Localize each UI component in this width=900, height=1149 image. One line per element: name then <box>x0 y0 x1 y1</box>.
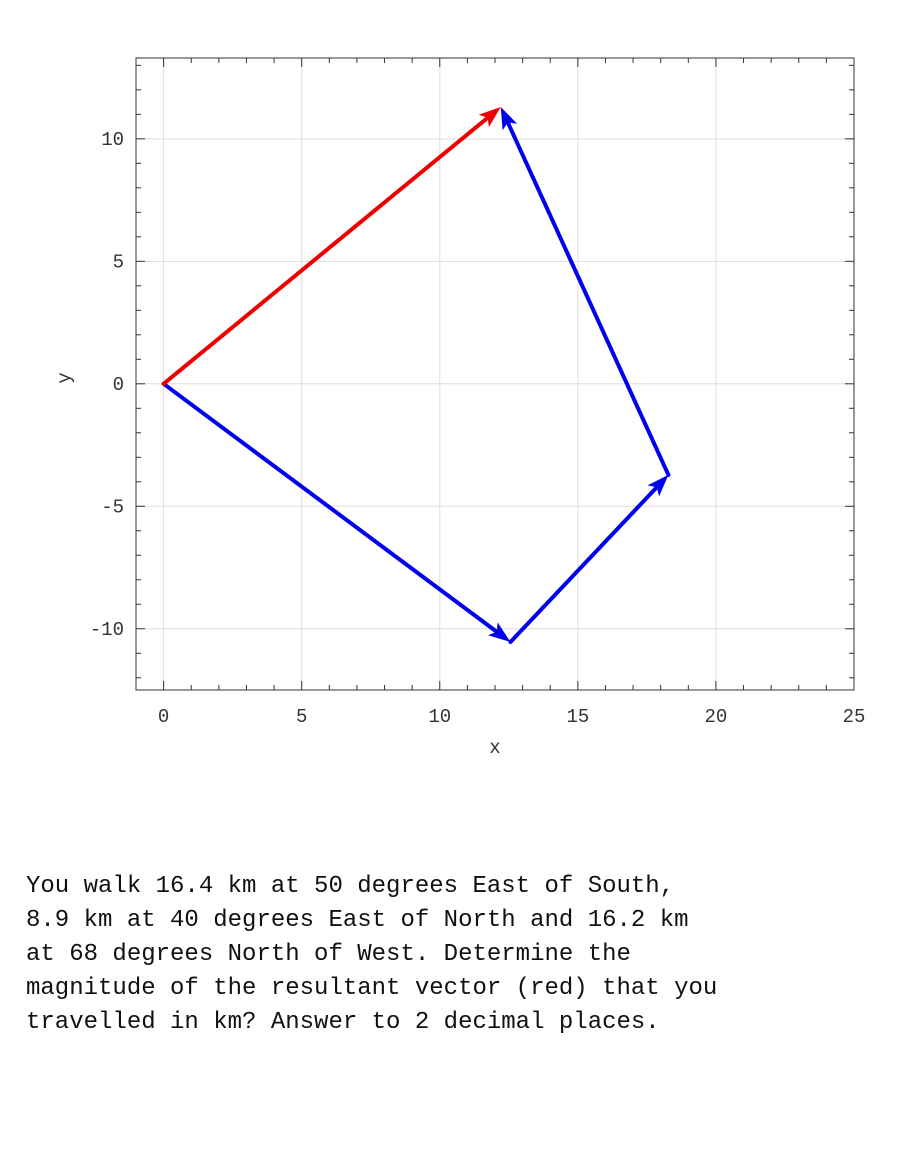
resultant-arrow-shaft <box>161 116 489 386</box>
y-tick-label: -10 <box>90 619 124 641</box>
vector-chart: 0 5 10 15 20 25 10 5 0 -5 -10 x y <box>54 57 866 759</box>
y-tick-label: -5 <box>101 496 124 518</box>
x-tick-label: 25 <box>843 706 866 728</box>
x-tick-label: 10 <box>428 706 451 728</box>
component-arrow-head <box>500 107 518 131</box>
component-arrow-shaft <box>506 121 671 477</box>
resultant-arrow-head <box>478 107 501 128</box>
x-tick-label: 0 <box>158 706 169 728</box>
component-arrow-head <box>647 474 669 497</box>
y-axis-label: y <box>54 372 76 383</box>
x-tick-label: 20 <box>705 706 728 728</box>
x-tick-label: 5 <box>296 706 307 728</box>
plot-area-frame <box>135 57 855 691</box>
y-tick-label: 5 <box>113 251 124 273</box>
tick-labels: 0 5 10 15 20 25 10 5 0 -5 -10 <box>90 129 866 728</box>
component-arrow-head <box>488 622 511 642</box>
x-axis-label: x <box>489 737 500 759</box>
y-tick-label: 10 <box>101 129 124 151</box>
axis-ticks <box>135 58 855 690</box>
y-tick-label: 0 <box>113 374 124 396</box>
x-tick-label: 15 <box>566 706 589 728</box>
question-text: You walk 16.4 km at 50 degrees East of S… <box>26 873 718 1036</box>
component-arrow-shaft <box>161 381 499 634</box>
component-arrow-shaft <box>508 486 659 644</box>
grid <box>136 58 855 690</box>
vector-arrows <box>161 107 671 644</box>
